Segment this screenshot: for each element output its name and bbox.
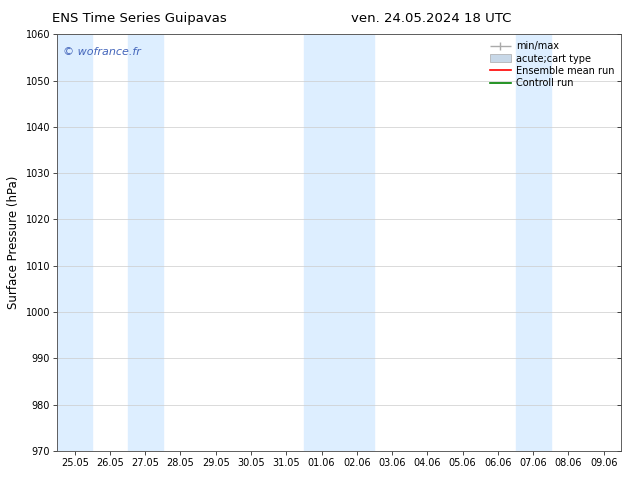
Y-axis label: Surface Pressure (hPa): Surface Pressure (hPa) xyxy=(7,176,20,309)
Bar xyxy=(57,34,93,451)
Text: ven. 24.05.2024 18 UTC: ven. 24.05.2024 18 UTC xyxy=(351,12,511,25)
Bar xyxy=(127,34,163,451)
Bar xyxy=(339,34,375,451)
Bar xyxy=(304,34,339,451)
Legend: min/max, acute;cart type, Ensemble mean run, Controll run: min/max, acute;cart type, Ensemble mean … xyxy=(488,39,616,90)
Bar xyxy=(515,34,551,451)
Text: © wofrance.fr: © wofrance.fr xyxy=(63,47,141,57)
Text: ENS Time Series Guipavas: ENS Time Series Guipavas xyxy=(52,12,227,25)
